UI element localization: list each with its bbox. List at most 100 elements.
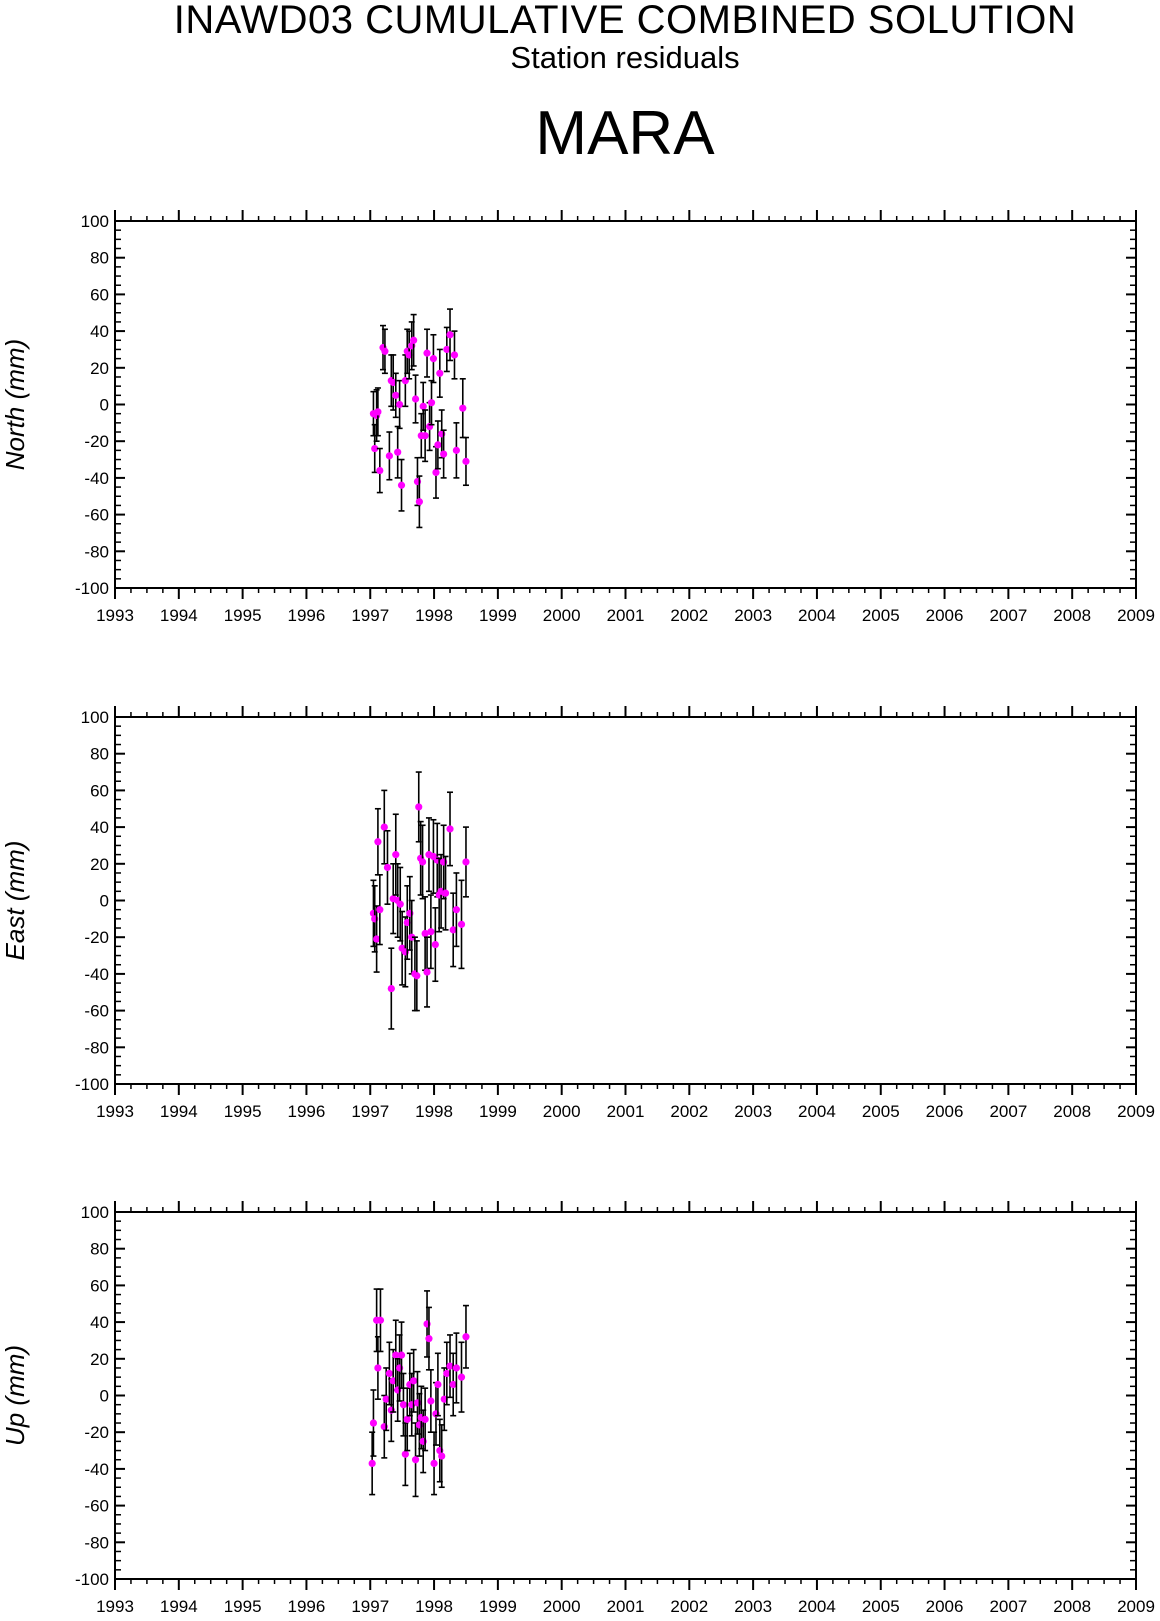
data-point [374,1364,382,1372]
data-point [421,1415,429,1423]
x-tick-label: 1999 [479,606,517,625]
x-tick-label: 1995 [224,606,262,625]
data-point [371,444,379,453]
data-point [446,331,454,339]
y-tick-label: 20 [90,855,109,874]
x-tick-label: 2009 [1117,606,1155,625]
x-tick-label: 2007 [989,1102,1027,1121]
data-point [410,1377,418,1385]
station-name: MARA [535,99,715,168]
data-point [392,1351,400,1359]
x-tick-label: 2001 [607,606,645,625]
y-tick-label: 100 [81,212,109,231]
data-point [413,972,421,980]
data-point [443,345,451,354]
data-point [376,1316,385,1324]
x-tick-label: 2004 [798,1597,836,1616]
y-tick-label: 20 [90,1350,109,1369]
x-tick-label: 1994 [160,606,198,625]
x-tick-label: 2007 [989,1597,1027,1616]
panel-east: 1993 1994 1995 1996 1997 1998 1999 2000 2001 2002… [0,706,1155,1121]
y-tick-label: -40 [84,965,109,984]
x-tick-label: 2003 [734,1102,772,1121]
data-point [462,457,470,465]
y-tick-label: -60 [84,506,109,525]
data-point [462,1333,470,1341]
data-point [368,1459,376,1467]
y-tick-label: 80 [90,745,109,764]
y-tick-label: 0 [100,1387,109,1406]
data-point [397,1351,406,1359]
x-tick-label: 2008 [1053,1102,1091,1121]
x-tick-label: 2003 [734,1597,772,1616]
y-tick-label: -60 [84,1002,109,1021]
plot-frame [114,220,1137,589]
x-tick-label: 2002 [670,1597,708,1616]
x-tick-label: 1993 [96,1597,134,1616]
x-tick-label: 1997 [351,1597,389,1616]
data-point [382,1395,390,1403]
data-point [415,803,423,811]
y-tick-label: -80 [84,542,109,561]
data-point [392,851,400,859]
data-point [421,929,429,938]
plot-frame [114,716,1137,1085]
y-tick-label: 80 [90,249,109,268]
data-point [373,935,381,943]
panel-up: 1993 1994 1995 1996 1997 1998 1999 2000 2001 2002… [0,1201,1155,1616]
data-point [419,402,427,410]
x-tick-label: 2004 [798,606,836,625]
data-point [394,448,402,456]
data-point [376,466,384,475]
x-tick-label: 1996 [288,1102,326,1121]
data-point [374,838,382,846]
y-tick-label: -40 [84,1460,109,1479]
x-tick-label: 1998 [415,1597,453,1616]
y-tick-label: -100 [75,579,109,598]
data-point [427,1397,435,1405]
data-point [396,400,404,409]
data-point [380,823,388,831]
x-tick-label: 1997 [351,1102,389,1121]
data-point [462,858,470,866]
y-tick-label: -20 [84,1423,109,1442]
data-point [452,446,460,454]
y-tick-label: -100 [75,1570,109,1589]
data-point [452,906,460,914]
data-point [431,940,439,949]
x-tick-label: 2005 [862,606,900,625]
data-point [427,928,435,936]
y-tick-label: 40 [90,818,109,837]
y-tick-label: -20 [84,928,109,947]
x-tick-label: 1998 [415,1102,453,1121]
data-point [423,968,431,976]
x-tick-label: 1996 [288,606,326,625]
x-tick-label: 1994 [160,1102,198,1121]
y-axis-label: East (mm) [0,841,30,961]
y-tick-label: -60 [84,1497,109,1516]
x-tick-label: 2008 [1053,1597,1091,1616]
x-tick-label: 1993 [96,1102,134,1121]
data-point [459,404,467,412]
x-tick-label: 2008 [1053,606,1091,625]
plot-frame [114,1211,1137,1580]
y-tick-label: 0 [100,396,109,415]
y-tick-label: -80 [84,1533,109,1552]
data-point [434,441,442,449]
y-tick-label: 80 [90,1240,109,1259]
data-point [401,1450,409,1458]
data-point [392,391,400,399]
chart-title: INAWD03 CUMULATIVE COMBINED SOLUTION [173,0,1077,42]
x-tick-label: 2006 [926,1597,964,1616]
x-tick-label: 2005 [862,1597,900,1616]
data-point [387,984,395,993]
x-tick-label: 2006 [926,606,964,625]
data-point [383,863,392,872]
x-tick-label: 1995 [224,1597,262,1616]
data-point [432,468,440,476]
x-tick-label: 2001 [607,1102,645,1121]
x-tick-label: 2006 [926,1102,964,1121]
data-point [441,889,450,897]
y-tick-label: -40 [84,469,109,488]
y-tick-label: 100 [81,1203,109,1222]
